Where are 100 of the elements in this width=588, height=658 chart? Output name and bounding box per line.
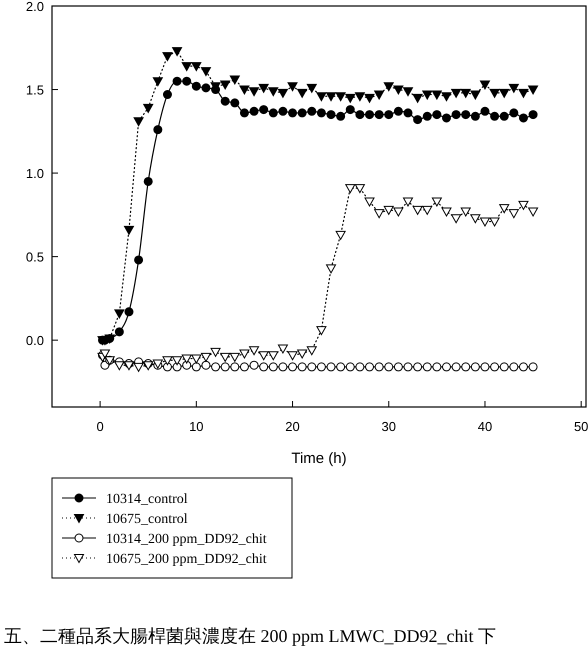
point xyxy=(346,105,355,114)
point xyxy=(412,206,423,215)
point xyxy=(278,344,288,354)
point xyxy=(508,209,519,218)
point xyxy=(374,110,384,120)
point xyxy=(470,362,480,372)
y-tick-label: 0.0 xyxy=(26,333,44,348)
point xyxy=(345,184,356,194)
y-tick-label: 0.5 xyxy=(26,250,44,265)
point xyxy=(152,77,163,86)
y-tick-label: 1.0 xyxy=(26,166,44,182)
point xyxy=(144,176,153,186)
x-tick-label: 50 xyxy=(574,419,588,434)
point xyxy=(182,62,192,72)
point xyxy=(528,110,538,120)
point xyxy=(518,88,528,98)
point xyxy=(384,110,394,120)
point xyxy=(172,362,182,372)
point xyxy=(364,197,375,206)
point xyxy=(528,208,538,217)
point xyxy=(422,112,432,121)
point xyxy=(365,362,374,372)
point xyxy=(393,86,404,95)
point xyxy=(403,197,413,206)
point xyxy=(528,362,538,372)
point xyxy=(192,82,201,91)
legend-label: 10675_control xyxy=(106,512,188,527)
point xyxy=(480,362,490,372)
point xyxy=(153,125,162,134)
point xyxy=(422,206,432,215)
point xyxy=(374,362,384,372)
x-tick-label: 40 xyxy=(478,419,492,434)
x-tick-label: 20 xyxy=(285,419,300,434)
point xyxy=(306,84,317,93)
point xyxy=(250,106,259,116)
point xyxy=(172,47,182,56)
point xyxy=(355,110,364,120)
point xyxy=(306,346,317,356)
point xyxy=(182,76,192,86)
point xyxy=(509,362,518,372)
point xyxy=(336,112,346,121)
point xyxy=(460,208,471,217)
point xyxy=(480,80,490,90)
point xyxy=(336,362,346,372)
point xyxy=(518,113,528,122)
point xyxy=(268,362,278,372)
point xyxy=(182,354,192,364)
point xyxy=(413,115,422,124)
point xyxy=(451,88,462,98)
point xyxy=(298,362,307,372)
point xyxy=(461,110,470,120)
point xyxy=(200,67,211,76)
point xyxy=(374,209,384,218)
point xyxy=(220,362,230,372)
point xyxy=(124,307,134,316)
x-tick-label: 0 xyxy=(96,419,104,434)
point xyxy=(316,326,326,336)
x-axis-title: Time (h) xyxy=(291,450,347,467)
point xyxy=(500,112,509,121)
point xyxy=(210,348,221,357)
point xyxy=(143,104,154,113)
point xyxy=(404,362,412,372)
point xyxy=(461,362,470,372)
point xyxy=(470,90,480,100)
point xyxy=(490,218,500,227)
point xyxy=(250,360,259,370)
point xyxy=(480,218,490,227)
point xyxy=(100,350,110,359)
point xyxy=(374,90,384,100)
point xyxy=(307,106,316,116)
point xyxy=(451,214,462,224)
point xyxy=(432,90,442,100)
point xyxy=(268,351,278,360)
point xyxy=(278,106,288,116)
point xyxy=(124,226,134,235)
point xyxy=(326,110,336,120)
point xyxy=(230,98,240,108)
point xyxy=(297,88,308,98)
point xyxy=(394,362,403,372)
legend-label: 10675_200 ppm_DD92_chit xyxy=(106,552,267,567)
point xyxy=(240,108,249,118)
point xyxy=(220,96,230,106)
point xyxy=(230,362,240,372)
y-tick-label: 2.0 xyxy=(26,0,44,14)
point xyxy=(460,88,471,98)
point xyxy=(192,362,201,372)
point xyxy=(326,92,336,102)
point xyxy=(258,84,269,93)
point xyxy=(230,76,240,85)
point xyxy=(441,92,452,102)
point xyxy=(518,200,528,210)
point xyxy=(490,112,500,121)
point xyxy=(480,106,490,116)
legend-label: 10314_control xyxy=(106,492,188,507)
point xyxy=(336,92,346,102)
point xyxy=(403,87,413,96)
point xyxy=(172,356,182,366)
point xyxy=(393,208,404,217)
point xyxy=(278,362,288,372)
point xyxy=(134,117,144,126)
